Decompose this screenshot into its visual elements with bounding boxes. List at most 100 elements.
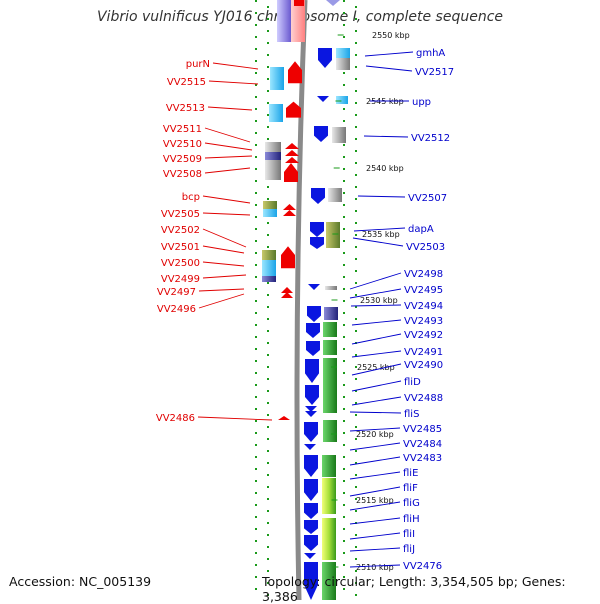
forward-gene-arrow bbox=[278, 416, 290, 420]
reverse-gene-label: fliG bbox=[403, 498, 420, 509]
grid-dot bbox=[255, 336, 257, 338]
grid-dot bbox=[343, 408, 345, 410]
grid-dot bbox=[355, 198, 357, 200]
grid-dot bbox=[255, 288, 257, 290]
leader-line bbox=[202, 274, 247, 279]
forward-gene-block bbox=[291, 0, 305, 42]
grid-dot bbox=[255, 528, 257, 530]
grid-dot bbox=[255, 180, 257, 182]
grid-dot bbox=[255, 132, 257, 134]
grid-dot bbox=[355, 6, 357, 8]
reverse-gene-arrow bbox=[306, 323, 320, 338]
grid-dot bbox=[355, 270, 357, 272]
grid-dot bbox=[267, 582, 269, 584]
grid-dot bbox=[343, 204, 345, 206]
reverse-gene-label: VV2485 bbox=[403, 424, 442, 435]
gene-box bbox=[322, 518, 336, 540]
grid-dot bbox=[267, 186, 269, 188]
forward-gene-label: purN bbox=[186, 59, 210, 70]
scale-label: 2550 kbp bbox=[372, 31, 410, 40]
grid-dot bbox=[255, 588, 257, 590]
forward-gene-arrow bbox=[283, 204, 296, 210]
forward-gene-label: VV2511 bbox=[163, 124, 202, 135]
leader-line bbox=[353, 227, 406, 232]
grid-dot bbox=[343, 396, 345, 398]
reverse-gene-arrow bbox=[305, 385, 319, 405]
grid-dot bbox=[355, 222, 357, 224]
grid-dot bbox=[343, 36, 345, 38]
grid-dot bbox=[343, 24, 345, 26]
grid-dot bbox=[343, 324, 345, 326]
grid-dot bbox=[255, 300, 257, 302]
grid-dot bbox=[343, 576, 345, 578]
grid-dot bbox=[355, 366, 357, 368]
grid-dot bbox=[343, 108, 345, 110]
grid-dot bbox=[255, 420, 257, 422]
reverse-gene-label: VV2498 bbox=[404, 269, 443, 280]
reverse-gene-label: fliS bbox=[404, 409, 419, 420]
grid-dot bbox=[267, 18, 269, 20]
grid-dot bbox=[343, 588, 345, 590]
forward-gene-label: VV2515 bbox=[167, 77, 206, 88]
leader-line bbox=[349, 564, 401, 568]
grid-dot bbox=[343, 480, 345, 482]
reverse-gene-label: fliJ bbox=[403, 544, 415, 555]
leader-line bbox=[349, 456, 401, 466]
reverse-gene-arrow bbox=[304, 520, 318, 534]
leader-line bbox=[364, 51, 414, 57]
grid-dot bbox=[267, 78, 269, 80]
grid-dot bbox=[355, 534, 357, 536]
scale-label: 2510 kbp bbox=[356, 563, 394, 572]
grid-dot bbox=[267, 198, 269, 200]
grid-dot bbox=[355, 426, 357, 428]
grid-dot bbox=[267, 306, 269, 308]
grid-dot bbox=[267, 126, 269, 128]
scale-label: 2540 kbp bbox=[366, 164, 404, 173]
grid-dot bbox=[267, 30, 269, 32]
grid-dot bbox=[343, 84, 345, 86]
scale-label: 2515 kbp bbox=[356, 496, 394, 505]
leader-line bbox=[349, 532, 401, 540]
grid-dot bbox=[355, 282, 357, 284]
reverse-gene-label: gmhA bbox=[416, 48, 445, 59]
grid-dot bbox=[355, 450, 357, 452]
grid-dot bbox=[343, 336, 345, 338]
leader-line bbox=[351, 363, 402, 376]
grid-dot bbox=[343, 444, 345, 446]
gene-box bbox=[263, 209, 277, 217]
gene-box bbox=[322, 562, 336, 600]
forward-gene-label: VV2500 bbox=[161, 258, 200, 269]
grid-dot bbox=[267, 510, 269, 512]
grid-dot bbox=[255, 108, 257, 110]
leader-line bbox=[351, 319, 402, 326]
grid-dot bbox=[343, 300, 345, 302]
scale-label: 2535 kbp bbox=[362, 230, 400, 239]
grid-dot bbox=[343, 492, 345, 494]
grid-dot bbox=[343, 360, 345, 362]
grid-dot bbox=[343, 288, 345, 290]
reverse-gene-label: fliH bbox=[403, 514, 420, 525]
gene-box bbox=[323, 322, 337, 337]
leader-line bbox=[349, 547, 401, 552]
leader-line bbox=[202, 245, 245, 254]
reverse-gene-label: VV2512 bbox=[411, 133, 450, 144]
grid-dot bbox=[267, 570, 269, 572]
reverse-gene-label: VV2483 bbox=[403, 453, 442, 464]
grid-dot bbox=[267, 546, 269, 548]
grid-dot bbox=[355, 378, 357, 380]
grid-dot bbox=[343, 12, 345, 14]
grid-dot bbox=[355, 486, 357, 488]
grid-dot bbox=[355, 546, 357, 548]
forward-gene-arrow bbox=[281, 292, 293, 298]
leader-line bbox=[351, 380, 402, 392]
reverse-gene-label: fliD bbox=[404, 377, 421, 388]
grid-dot bbox=[343, 144, 345, 146]
reverse-gene-arrow bbox=[326, 0, 340, 6]
forward-gene-label: bcp bbox=[182, 192, 200, 203]
gene-box bbox=[262, 250, 276, 260]
grid-dot bbox=[267, 486, 269, 488]
grid-dot bbox=[255, 144, 257, 146]
forward-gene-block bbox=[294, 0, 304, 6]
grid-dot bbox=[255, 456, 257, 458]
leader-line bbox=[204, 155, 253, 159]
